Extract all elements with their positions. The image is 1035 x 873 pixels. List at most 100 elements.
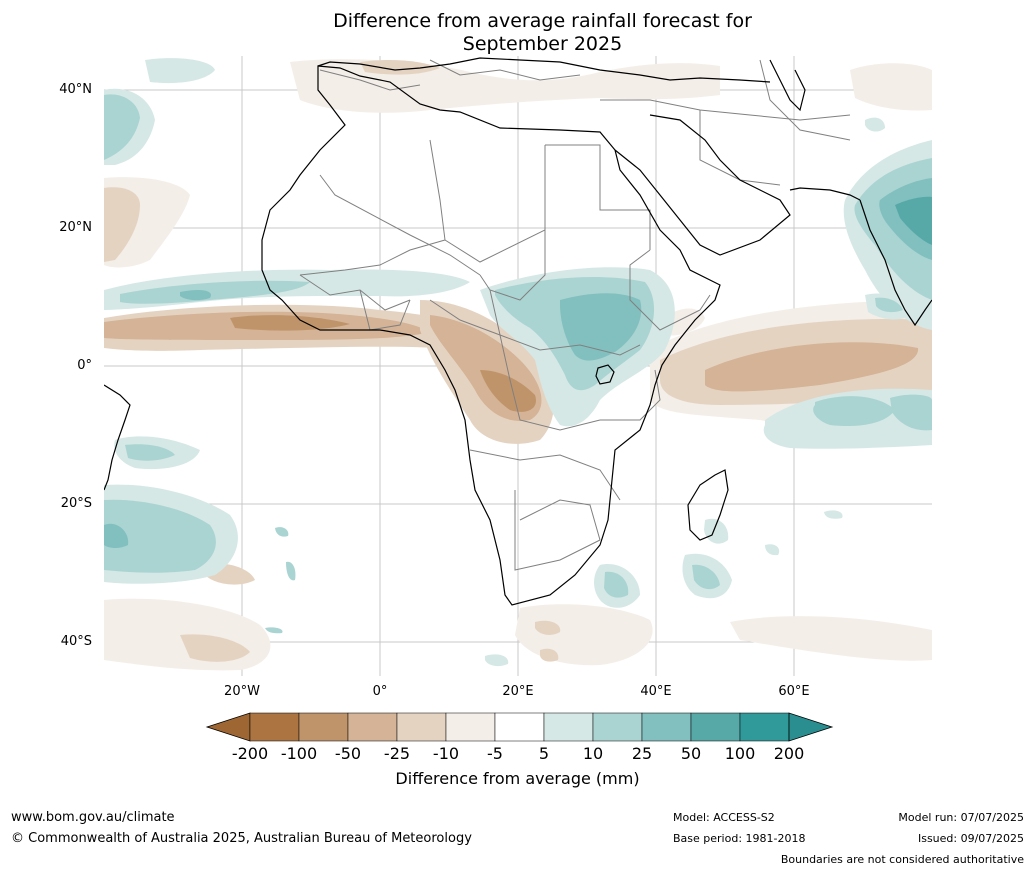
colorbar (205, 712, 834, 742)
border-south-1 (469, 449, 621, 501)
wet-south-atlantic-core (104, 523, 129, 549)
colorbar-tick-label: -50 (334, 744, 362, 763)
rainfall-map (104, 56, 932, 676)
lat-label-40n: 40°N (59, 82, 92, 97)
wet-east-africa-coast-mid (875, 297, 903, 313)
wet-gulf-guinea-south-mid (125, 444, 175, 461)
footer-copyright: © Commonwealth of Australia 2025, Austra… (11, 831, 472, 846)
wet-band-west-africa-core (180, 290, 211, 301)
colorbar-tick-label: 200 (773, 744, 805, 763)
colorbar-segment (690, 712, 741, 742)
colorbar-segment (592, 712, 643, 742)
colorbar-segment (347, 712, 398, 742)
lat-label-20n: 20°N (59, 220, 92, 235)
wet-madagascar-ne (704, 518, 729, 544)
dry-southern-ocean-mid (180, 634, 250, 662)
wet-south-atlantic-mid (104, 499, 216, 573)
wet-central-africa-core (560, 293, 642, 361)
border-sahara-5 (479, 230, 546, 301)
colorbar-title: Difference from average (mm) (395, 769, 640, 788)
dry-congo-core (480, 370, 536, 412)
colorbar-segment (739, 712, 790, 742)
wet-anomaly-areas (104, 58, 932, 667)
border-south-2 (514, 490, 601, 571)
coastline-india (859, 199, 932, 327)
border-central-2 (489, 289, 601, 431)
wet-spot-indian-2 (824, 510, 843, 519)
lon-label-0: 0° (372, 684, 388, 699)
colorbar-segment (249, 712, 300, 742)
border-middle-east-3 (759, 59, 851, 141)
colorbar-segment (298, 712, 349, 742)
title-line-1: Difference from average rainfall forecas… (333, 10, 752, 32)
coastline-caspian (769, 59, 806, 112)
dry-band-atlantic-core (230, 315, 350, 331)
map-title: Difference from average rainfall forecas… (180, 10, 905, 56)
border-horn (629, 249, 711, 331)
wet-madagascar-east-mid (692, 564, 720, 590)
border-middle-east-1 (600, 99, 851, 121)
colorbar-tick-label: 5 (538, 744, 550, 763)
border-europe-2 (319, 69, 421, 91)
lat-label-40s: 40°S (60, 634, 92, 649)
dry-arabian (850, 63, 932, 111)
coastlines (104, 57, 932, 606)
colorbar-tick-label: -200 (231, 744, 269, 763)
border-sahara-1 (319, 174, 481, 276)
footer-model-run: Model run: 07/07/2025 (898, 811, 1024, 824)
dry-southern-ocean-east (730, 616, 932, 661)
colorbar-extend-high (788, 712, 834, 742)
footer-url: www.bom.gov.au/climate (11, 810, 175, 825)
border-central-1 (429, 299, 641, 356)
coastline-lake-victoria (595, 364, 615, 385)
footer-disclaimer: Boundaries are not considered authoritat… (780, 853, 1024, 866)
colorbar-segment (445, 712, 496, 742)
colorbar-segment (396, 712, 447, 742)
colorbar-tick-label: -25 (383, 744, 411, 763)
wet-spot-sw-2 (286, 561, 296, 581)
dry-indian-ocean-core (705, 342, 919, 392)
dry-spot-south-2 (540, 648, 559, 662)
border-south-3 (519, 499, 601, 541)
wet-spot-sw-1 (275, 527, 289, 537)
wet-indian-ocean-se-mid2 (890, 394, 932, 431)
wet-spot-south-2 (265, 627, 283, 634)
coastline-arabia-east (789, 187, 861, 201)
dry-atlantic-north-mid (104, 187, 140, 262)
coastline-madagascar (687, 469, 729, 541)
coastline-arabia (614, 114, 791, 256)
coastline-africa (261, 65, 721, 606)
title-line-2: September 2025 (462, 33, 623, 55)
border-middle-east-2 (699, 110, 781, 186)
coastline-europe (317, 57, 771, 83)
colorbar-segment (494, 712, 545, 742)
border-east-1 (600, 369, 661, 421)
wet-mozambique-mid (604, 571, 629, 598)
colorbar-extend-low (205, 712, 251, 742)
border-west-2 (359, 289, 411, 331)
lon-label-40e: 40°E (640, 684, 672, 699)
dry-mediterranean-mid (360, 60, 440, 75)
colorbar-tick-label: -100 (280, 744, 318, 763)
lon-label-20w: 20°W (224, 684, 260, 699)
colorbar-segment (641, 712, 692, 742)
lon-label-20e: 20°E (502, 684, 534, 699)
wet-north-atlantic-top (145, 58, 215, 84)
footer-base-period: Base period: 1981-2018 (673, 832, 806, 845)
lat-label-equator: 0° (77, 358, 92, 373)
lon-label-60e: 60°E (778, 684, 810, 699)
border-europe-1 (429, 59, 581, 81)
colorbar-tick-label: -10 (432, 744, 460, 763)
colorbar-tick-label: 50 (680, 744, 702, 763)
colorbar-tick-label: -5 (487, 744, 503, 763)
dry-southern-ocean-mid2 (515, 604, 653, 666)
lat-label-20s: 20°S (60, 496, 92, 511)
wet-indian-ocean-se-mid (813, 396, 895, 427)
wet-arabian-sea-deep (895, 196, 932, 245)
footer-model: Model: ACCESS-S2 (673, 811, 775, 824)
wet-band-west-africa-mid (120, 280, 310, 304)
wet-spot-south-1 (485, 654, 509, 667)
coastline-brazil (104, 384, 131, 491)
wet-spot-se (765, 544, 780, 556)
border-sahara-2 (429, 139, 546, 263)
